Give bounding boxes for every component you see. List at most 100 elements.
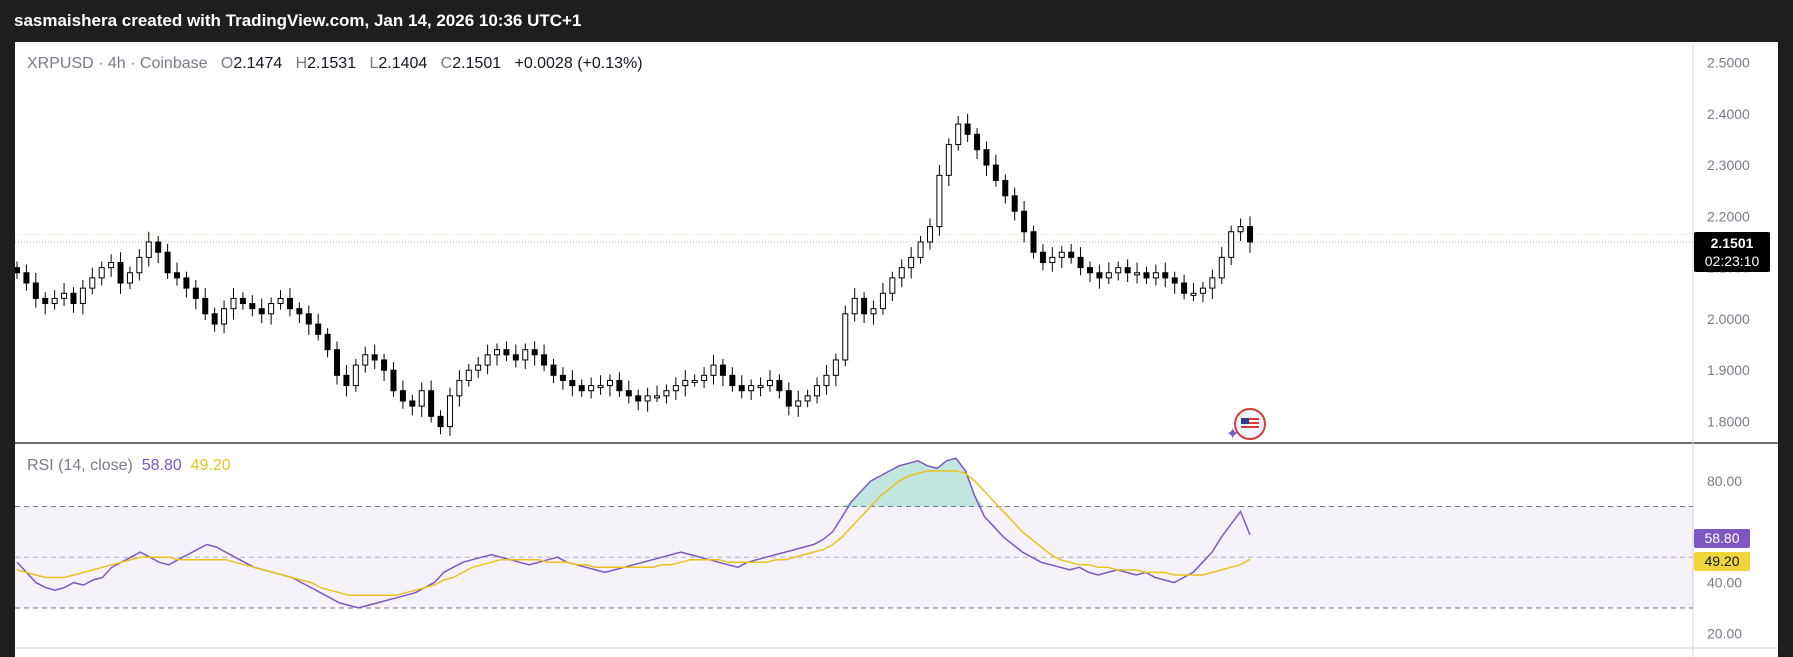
candle-body bbox=[710, 364, 717, 376]
chart-canvas[interactable]: 2.50002.40002.30002.20002.10002.00001.90… bbox=[15, 42, 1778, 657]
rsi-tick-label: 20.00 bbox=[1707, 625, 1742, 641]
candle-body bbox=[1199, 287, 1206, 294]
candle-body bbox=[757, 385, 764, 389]
candle-body bbox=[1209, 277, 1216, 289]
candle-body bbox=[842, 313, 849, 361]
candle-body bbox=[371, 354, 378, 361]
candle-body bbox=[136, 256, 143, 274]
candle-body bbox=[1068, 251, 1075, 258]
candle-body bbox=[446, 395, 453, 428]
candle-body bbox=[861, 297, 868, 315]
price-tick-label: 2.3000 bbox=[1707, 157, 1750, 173]
candle-body bbox=[1039, 251, 1046, 264]
candle-body bbox=[183, 277, 190, 289]
candle-body bbox=[494, 349, 501, 356]
candle-body bbox=[230, 297, 237, 310]
candle-body bbox=[399, 390, 406, 402]
price-tick-label: 2.5000 bbox=[1707, 55, 1750, 71]
candle-body bbox=[1152, 272, 1159, 279]
price-tick-label: 1.8000 bbox=[1707, 413, 1750, 429]
rsi-tick-label: 40.00 bbox=[1707, 575, 1742, 591]
candle-body bbox=[889, 277, 896, 294]
candle-body bbox=[945, 144, 952, 176]
rsi-label[interactable]: RSI (14, close) bbox=[27, 457, 133, 474]
candle-body bbox=[983, 149, 990, 166]
rsi-ma-axis-tag-value: 49.20 bbox=[1704, 553, 1740, 569]
candle-body bbox=[202, 297, 209, 315]
candle-body bbox=[588, 385, 595, 392]
candle-body bbox=[1021, 210, 1028, 233]
candle-body bbox=[1237, 226, 1244, 233]
candle-body bbox=[578, 385, 585, 392]
rsi-tick-label: 80.00 bbox=[1707, 473, 1742, 489]
candle-body bbox=[908, 256, 915, 269]
candle-body bbox=[1115, 267, 1122, 274]
top-bar: sasmaishera created with TradingView.com… bbox=[0, 0, 1793, 42]
chart-background bbox=[15, 42, 1778, 657]
candle-body bbox=[851, 297, 858, 315]
symbol-label[interactable]: XRPUSD · 4h · Coinbase bbox=[27, 55, 208, 72]
candle-body bbox=[1002, 179, 1009, 197]
candle-body bbox=[418, 390, 425, 407]
last-price-value: 2.1501 bbox=[1710, 235, 1754, 251]
candle-body bbox=[964, 123, 971, 135]
candle-body bbox=[1077, 256, 1084, 269]
candle-body bbox=[804, 395, 811, 402]
candle-body bbox=[1030, 231, 1037, 253]
high-label: H bbox=[295, 55, 308, 72]
candle-body bbox=[682, 379, 689, 387]
candle-body bbox=[569, 379, 576, 387]
low-value: 2.1404 bbox=[378, 55, 428, 72]
candle-body bbox=[814, 385, 821, 397]
candle-body bbox=[823, 374, 830, 387]
candle-body bbox=[117, 262, 124, 284]
candle-body bbox=[428, 390, 435, 417]
price-tick-label: 2.4000 bbox=[1707, 106, 1750, 122]
bar-countdown: 02:23:10 bbox=[1704, 253, 1760, 269]
candle-body bbox=[635, 395, 642, 402]
candle-body bbox=[512, 354, 519, 361]
rsi-ma-axis-tag: 49.20 bbox=[1694, 552, 1750, 571]
rsi-axis-tag-value: 58.80 bbox=[1704, 530, 1740, 546]
candle-body bbox=[654, 395, 661, 399]
candle-body bbox=[766, 379, 773, 387]
candle-body bbox=[1086, 267, 1093, 274]
candle-body bbox=[719, 364, 726, 376]
candle-body bbox=[955, 123, 962, 146]
candle-body bbox=[992, 164, 999, 181]
candle-body bbox=[145, 241, 152, 258]
candle-body bbox=[616, 379, 623, 392]
sparkle-icon: ✦ bbox=[1226, 426, 1240, 443]
candle-body bbox=[644, 395, 651, 402]
economic-event-badge[interactable]: ✦ bbox=[1226, 408, 1266, 443]
candle-body bbox=[155, 241, 162, 253]
candle-body bbox=[70, 292, 77, 305]
candle-body bbox=[559, 374, 566, 381]
candle-body bbox=[334, 349, 341, 376]
candle-body bbox=[42, 297, 49, 305]
low-label: L bbox=[369, 55, 379, 72]
ohlc-legend: XRPUSD · 4h · Coinbase O2.1474 H2.1531 L… bbox=[27, 55, 643, 73]
frame-right bbox=[1778, 42, 1793, 657]
candle-body bbox=[108, 262, 115, 269]
change-value: +0.0028 (+0.13%) bbox=[514, 55, 643, 72]
candle-body bbox=[343, 374, 350, 387]
candle-body bbox=[381, 359, 388, 371]
candle-body bbox=[1011, 195, 1018, 212]
candle-body bbox=[1190, 292, 1197, 296]
candle-body bbox=[277, 297, 284, 305]
candle-body bbox=[51, 297, 58, 305]
candle-body bbox=[795, 400, 802, 407]
candle-body bbox=[879, 292, 886, 310]
candle-body bbox=[1162, 272, 1169, 279]
candle-body bbox=[832, 359, 839, 376]
high-value: 2.1531 bbox=[307, 55, 357, 72]
candle-body bbox=[258, 308, 265, 315]
rsi-legend: RSI (14, close) 58.80 49.20 bbox=[27, 457, 231, 475]
snapshot-title: sasmaishera created with TradingView.com… bbox=[14, 11, 582, 30]
candle-body bbox=[550, 364, 557, 376]
close-label: C bbox=[440, 55, 453, 72]
rsi-line bbox=[16, 457, 1251, 609]
candle-body bbox=[484, 354, 491, 366]
candle-body bbox=[776, 379, 783, 392]
